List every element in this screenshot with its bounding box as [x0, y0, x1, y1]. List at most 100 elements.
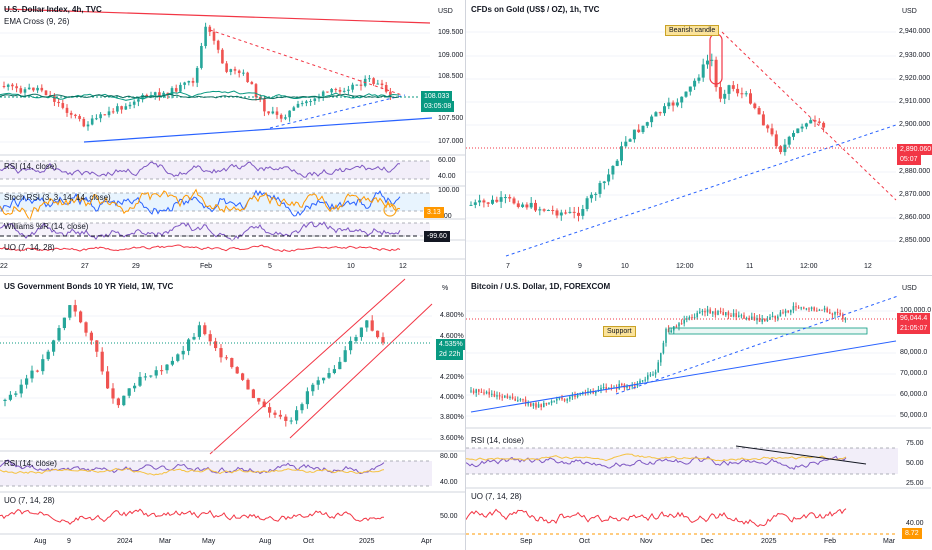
y-tick: 2,860.000: [899, 214, 931, 221]
x-tick: Nov: [640, 538, 653, 545]
candle-body: [563, 399, 566, 401]
channel-line: [289, 303, 433, 439]
candle-body: [569, 396, 571, 400]
btc-panel[interactable]: Bitcoin / U.S. Dollar, 1D, FOREXCOM USD …: [466, 276, 932, 550]
highlight-circle: [383, 203, 397, 217]
candle-body: [701, 310, 704, 312]
uo-value: 8.72: [902, 528, 922, 539]
candle-body: [787, 310, 789, 313]
candle-body: [506, 395, 509, 399]
candle-body: [751, 316, 753, 320]
candle-body: [343, 350, 347, 362]
candle-body: [212, 31, 216, 41]
candle-body: [262, 401, 266, 408]
trend-line: [269, 94, 406, 129]
trend-line: [505, 124, 897, 257]
x-tick: 9: [578, 263, 582, 270]
candle-body: [757, 108, 761, 115]
uo-label: UO (7, 14, 28): [471, 492, 522, 501]
candle-body: [691, 317, 693, 319]
y-tick: 4.000%: [440, 394, 464, 401]
candle-body: [805, 308, 808, 310]
candle-body: [473, 202, 477, 205]
currency-label: USD: [902, 8, 917, 15]
candle-body: [568, 211, 572, 213]
y-tick: 2,850.000: [899, 237, 931, 244]
candle-body: [372, 78, 375, 84]
candle-body: [326, 91, 329, 93]
candle-body: [712, 311, 714, 314]
x-tick: 12: [864, 263, 872, 270]
candle-body: [40, 87, 44, 91]
candle-body: [761, 114, 765, 126]
candle-body: [8, 394, 12, 400]
gold-chart: [466, 31, 897, 257]
indicator-band: [0, 223, 430, 236]
candle-body: [577, 212, 580, 216]
candle-body: [179, 84, 182, 92]
wr-line: [0, 221, 401, 242]
candle-body: [808, 308, 810, 310]
candle-body: [550, 401, 553, 403]
candle-body: [540, 404, 542, 408]
candle-body: [35, 370, 39, 372]
candle-body: [658, 112, 662, 114]
candle-body: [95, 118, 98, 120]
candle-body: [826, 308, 828, 313]
candle-body: [153, 92, 157, 96]
x-tick: Oct: [579, 538, 590, 545]
candle-body: [165, 364, 169, 371]
dxy-panel[interactable]: U.S. Dollar Index, 4h, TVC EMA Cross (9,…: [0, 0, 465, 275]
candle-body: [289, 420, 293, 422]
candle-body: [267, 111, 270, 114]
y-tick: 2,880.000: [899, 168, 931, 175]
y-tick: 3.600%: [440, 435, 464, 442]
y-tick: 109.500: [438, 29, 464, 36]
candle-body: [517, 400, 519, 402]
candle-body: [559, 212, 563, 216]
candle-body: [740, 315, 743, 317]
candle-body: [693, 317, 696, 319]
candle-body: [214, 341, 218, 349]
y-tick: 108.500: [438, 73, 464, 80]
candle-body: [620, 146, 623, 161]
candle-body: [644, 379, 646, 381]
candle-body: [667, 328, 670, 333]
candle-body: [844, 318, 847, 320]
gold-panel[interactable]: CFDs on Gold (US$ / OZ), 1h, TVC USD Bea…: [466, 0, 932, 275]
candle-body: [722, 312, 724, 316]
candle-body: [44, 90, 48, 96]
candle-body: [197, 325, 201, 337]
rsi-line: [0, 161, 401, 178]
candle-body: [753, 316, 756, 321]
candle-body: [128, 104, 132, 107]
btc-chart: [466, 295, 931, 535]
candle-body: [546, 210, 550, 212]
candle-body: [127, 388, 131, 396]
candle-body: [779, 312, 782, 317]
candle-body: [78, 115, 81, 120]
candle-body: [572, 211, 576, 213]
candle-body: [537, 404, 540, 408]
candle-body: [839, 313, 841, 315]
candle-body: [704, 310, 706, 313]
candle-body: [597, 389, 600, 391]
candle-body: [769, 317, 771, 320]
y-tick: 4.800%: [440, 312, 464, 319]
y-tick: 60,000.0: [900, 391, 928, 398]
candle-body: [478, 200, 482, 203]
uo-line: [0, 244, 401, 253]
candle-body: [723, 93, 727, 99]
candle-body: [258, 97, 262, 100]
candle-body: [82, 119, 86, 127]
us10y-panel[interactable]: US Government Bonds 10 YR Yield, 1W, TVC…: [0, 276, 465, 550]
candle-body: [710, 59, 714, 61]
y-tick: 2,930.000: [899, 52, 931, 59]
candle-body: [316, 380, 320, 385]
candle-body: [365, 320, 369, 328]
wr-label: Williams %R (14, close): [4, 222, 89, 231]
candle-body: [810, 307, 813, 310]
candle-body: [288, 110, 291, 118]
candle-body: [224, 357, 228, 359]
dxy-chart: [0, 8, 465, 260]
